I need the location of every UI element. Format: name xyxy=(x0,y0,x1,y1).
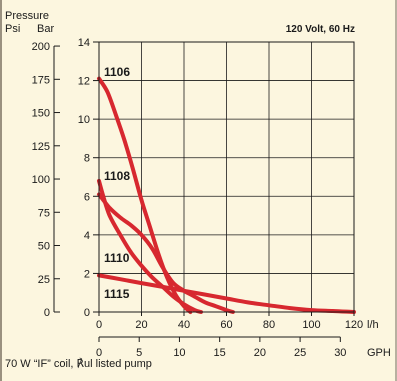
curve-1110 xyxy=(97,192,235,314)
curve-1115 xyxy=(97,273,356,314)
psi-tick-label: 200 xyxy=(32,41,50,53)
y-axis-title: Pressure xyxy=(5,10,49,22)
psi-tick-label: 150 xyxy=(32,108,50,120)
psi-tick-label: 25 xyxy=(38,274,50,286)
footnote: 70 W “IF” coil, ℟ul listed pump xyxy=(5,357,152,370)
psi-tick-label: 50 xyxy=(38,241,50,253)
lh-tick-label: 80 xyxy=(263,319,275,331)
footnote-text: 70 W “IF” coil, ℟ul listed pump xyxy=(5,357,152,370)
series-label-1106: 1106 xyxy=(104,65,130,79)
lh-tick-label: 20 xyxy=(135,319,147,331)
lh-tick-label: 60 xyxy=(220,319,232,331)
chart-title: 120 Volt, 60 Hz xyxy=(286,24,355,35)
gph-tick-label: 20 xyxy=(254,347,266,359)
curve-1108 xyxy=(97,178,203,314)
gph-unit-label: GPH xyxy=(367,347,391,359)
curves xyxy=(97,76,356,314)
plot-frame xyxy=(53,41,355,342)
bar-tick-label: 8 xyxy=(84,153,90,165)
lh-unit-label: l/h xyxy=(367,319,379,331)
lh-tick-label: 0 xyxy=(96,319,102,331)
psi-unit-label: Psi xyxy=(5,23,20,35)
lh-tick-label: 120 xyxy=(345,319,363,331)
bar-tick-label: 10 xyxy=(78,114,90,126)
psi-tick-label: 0 xyxy=(44,307,50,319)
series-label-1115: 1115 xyxy=(104,287,130,301)
gph-tick-label: 0 xyxy=(96,347,102,359)
bar-tick-label: 6 xyxy=(84,191,90,203)
gph-tick-label: 30 xyxy=(334,347,346,359)
lh-tick-label: 40 xyxy=(178,319,190,331)
gph-tick-label: 5 xyxy=(136,347,142,359)
gph-tick-label: 25 xyxy=(294,347,306,359)
bar-unit-label: Bar xyxy=(37,23,54,35)
bar-tick-label: 12 xyxy=(78,76,90,88)
psi-tick-label: 75 xyxy=(38,207,50,219)
gph-tick-label: 15 xyxy=(214,347,226,359)
bar-tick-label: 4 xyxy=(84,230,90,242)
bar-tick-label: 14 xyxy=(78,37,90,49)
grid xyxy=(98,41,355,313)
labels: Pressure Psi Bar 120 Volt, 60 Hz l/h GPH… xyxy=(5,10,391,370)
bar-tick-label: 2 xyxy=(84,268,90,280)
psi-tick-label: 175 xyxy=(32,74,50,86)
series-label-1108: 1108 xyxy=(104,169,130,183)
bar-tick-label: 0 xyxy=(84,307,90,319)
lh-tick-label: 100 xyxy=(302,319,320,331)
curve-1106 xyxy=(97,76,193,314)
psi-tick-label: 100 xyxy=(32,174,50,186)
series-label-1110: 1110 xyxy=(104,251,130,265)
gph-tick-label: 10 xyxy=(173,347,185,359)
psi-tick-label: 125 xyxy=(32,141,50,153)
